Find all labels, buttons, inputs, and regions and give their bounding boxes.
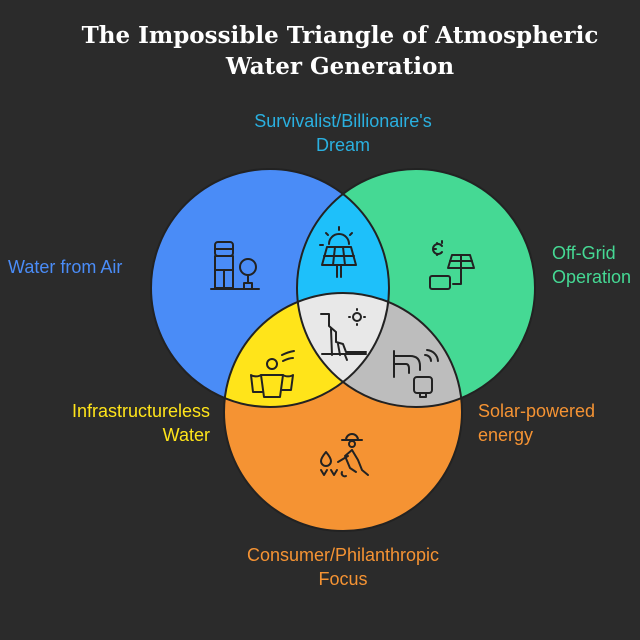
label-off-grid-operation: Off-Grid Operation [552,243,632,287]
label-solar-powered-energy: Solar-powered energy [478,401,596,445]
solar-panel-sun-icon [319,226,357,278]
blue-orange-overlap [224,293,389,407]
farmer-planting-icon [320,433,369,478]
orange-circle-outline [223,292,463,532]
label-survivalist-billionaires-dream: Survivalist/Billionaire's Dream [254,111,432,155]
diagram-title: The Impossible Triangle of Atmospheric W… [81,22,599,80]
cliff-sun-icon [320,308,367,361]
water-dispenser-plant-icon [210,241,260,290]
people-cups-icon [250,350,295,398]
blue-circle-outline [150,168,390,408]
green-orange-overlap [297,293,462,407]
green-circle-outline [296,168,536,408]
label-infrastructureless-water: Infrastructureless Water [71,401,210,445]
label-consumer-philanthropic-focus: Consumer/Philanthropic Focus [246,545,440,589]
solar-panel-battery-icon [429,240,475,290]
faucet-wifi-icon [393,349,439,398]
label-water-from-air: Water from Air [8,257,123,277]
